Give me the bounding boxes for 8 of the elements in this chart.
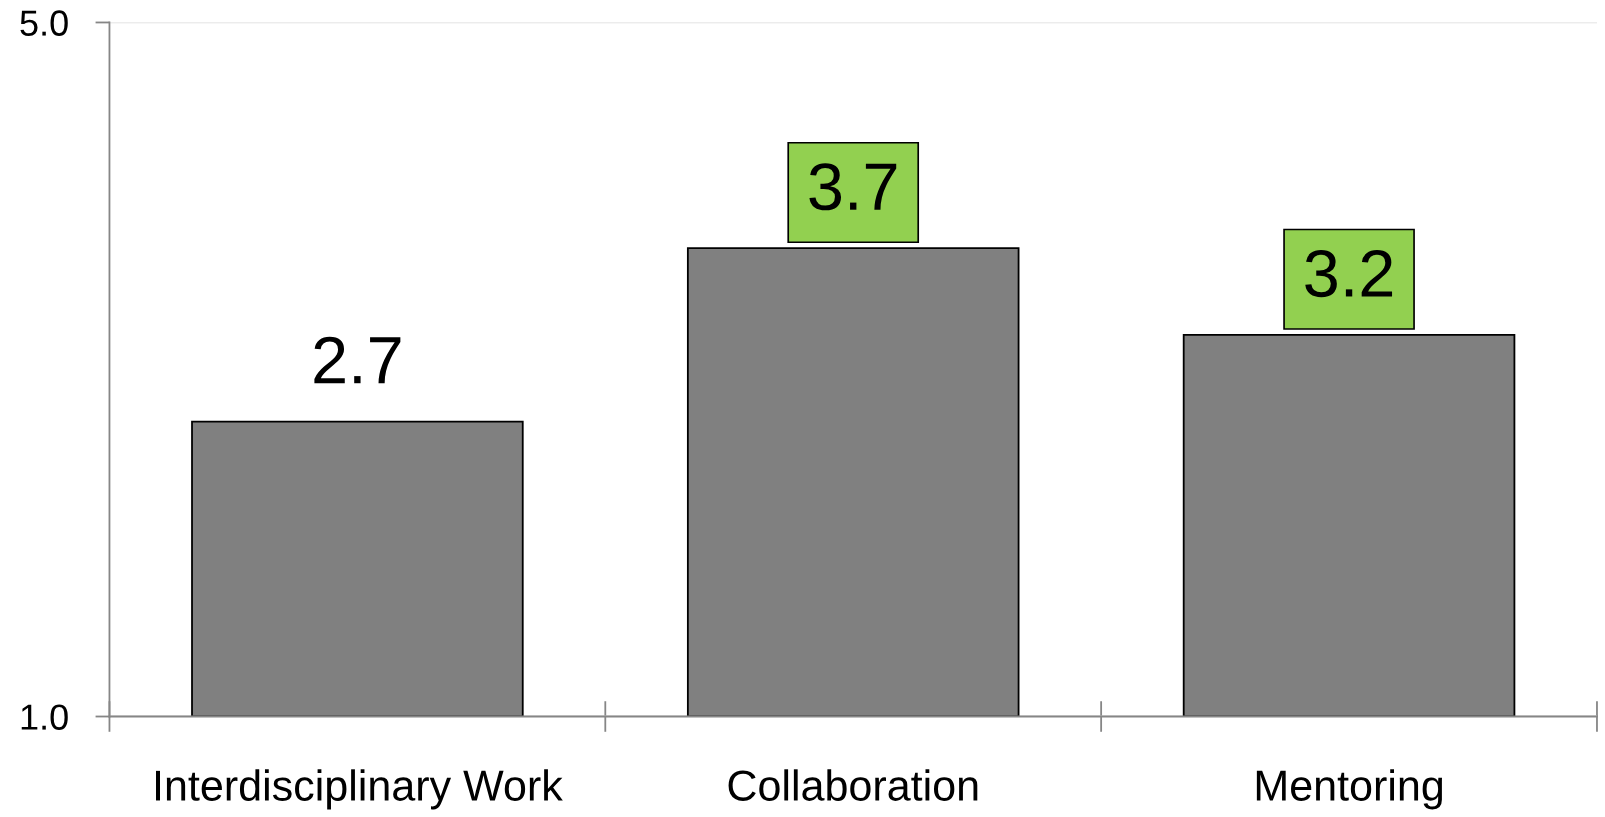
data-label: 2.7 <box>314 336 401 384</box>
data-label: 3.2 <box>1305 249 1393 298</box>
y-tick-label: 1.0 <box>21 704 68 730</box>
data-label: 3.7 <box>809 163 897 211</box>
x-tick-label: Interdisciplinary Work <box>155 769 563 810</box>
x-tick-label: Mentoring <box>1256 769 1443 810</box>
x-tick-label: Collaboration <box>728 769 978 801</box>
y-tick-label: 5.0 <box>20 10 68 36</box>
